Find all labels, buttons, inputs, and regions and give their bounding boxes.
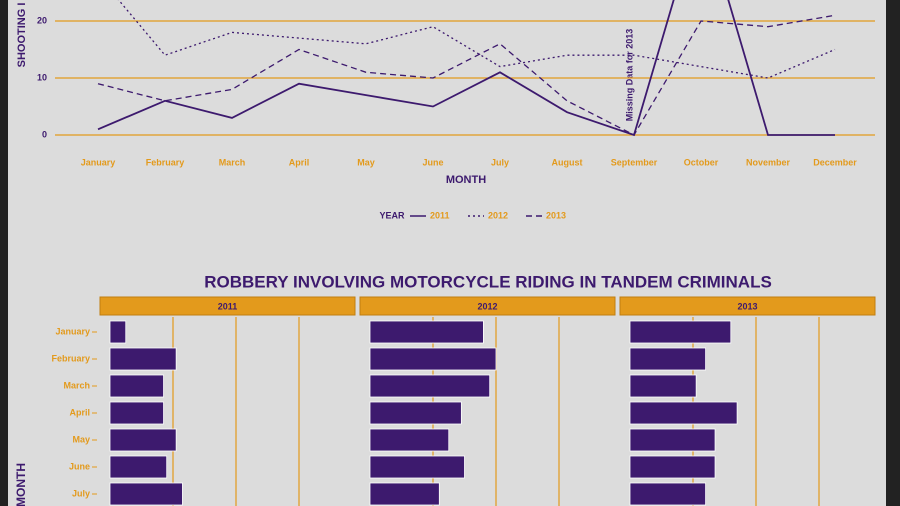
bar — [109, 347, 177, 371]
frame-left — [0, 0, 8, 506]
bar — [369, 428, 450, 452]
frame-right — [886, 0, 900, 506]
x-tick-label: February — [146, 157, 185, 167]
y-tick-label: July — [72, 488, 90, 498]
x-axis-label: MONTH — [446, 174, 486, 186]
y-tick-label: January — [55, 326, 90, 336]
x-tick-label: August — [552, 157, 583, 167]
bar — [109, 401, 164, 425]
y-tick-label: May — [72, 434, 90, 444]
bar — [369, 374, 491, 398]
x-tick-label: October — [684, 157, 719, 167]
bar — [369, 401, 462, 425]
bar — [109, 320, 127, 344]
bar — [629, 455, 716, 479]
bar — [369, 455, 465, 479]
facet-title: 2012 — [477, 301, 497, 311]
line-series — [117, 0, 836, 79]
y-tick-label: June — [69, 461, 90, 471]
x-tick-label: April — [289, 157, 310, 167]
x-tick-label: December — [813, 157, 857, 167]
bar — [369, 347, 497, 371]
facet-header — [359, 296, 616, 316]
bar — [629, 320, 732, 344]
x-tick-label: November — [746, 157, 791, 167]
bar — [629, 347, 706, 371]
bar — [369, 482, 440, 506]
facet-header — [619, 296, 876, 316]
legend-title: YEAR — [379, 210, 405, 220]
y-tick-label: April — [69, 407, 90, 417]
bar — [629, 428, 716, 452]
x-tick-label: January — [81, 157, 116, 167]
bar — [109, 374, 164, 398]
x-tick-label: May — [357, 157, 375, 167]
x-tick-label: September — [611, 157, 658, 167]
y-axis-label: MONTH — [14, 463, 28, 506]
y-tick-label: February — [51, 353, 90, 363]
legend-label: 2011 — [430, 210, 450, 220]
bar — [629, 401, 738, 425]
annotation: Missing Data for 2013 — [624, 29, 634, 122]
bar — [629, 482, 706, 506]
facet-title: 2013 — [737, 301, 757, 311]
line-series — [97, 0, 835, 137]
legend-label: 2013 — [546, 210, 566, 220]
facet-title: 2011 — [218, 301, 238, 311]
x-tick-label: July — [491, 157, 509, 167]
x-tick-label: June — [422, 157, 443, 167]
bar — [109, 428, 177, 452]
line-series — [97, 14, 836, 136]
x-tick-label: March — [219, 157, 246, 167]
legend-label: 2012 — [488, 210, 508, 220]
bar — [629, 374, 697, 398]
y-axis-label: SHOOTING I — [16, 3, 28, 68]
bar — [109, 455, 168, 479]
y-tick-label: March — [63, 380, 90, 390]
chart-title: ROBBERY INVOLVING MOTORCYCLE RIDING IN T… — [204, 272, 772, 291]
y-tick-label: 0 — [42, 129, 47, 139]
y-tick-label: 20 — [37, 15, 47, 25]
facet-header — [99, 296, 356, 316]
bar — [369, 320, 484, 344]
bar — [109, 482, 183, 506]
y-tick-label: 10 — [37, 72, 47, 82]
